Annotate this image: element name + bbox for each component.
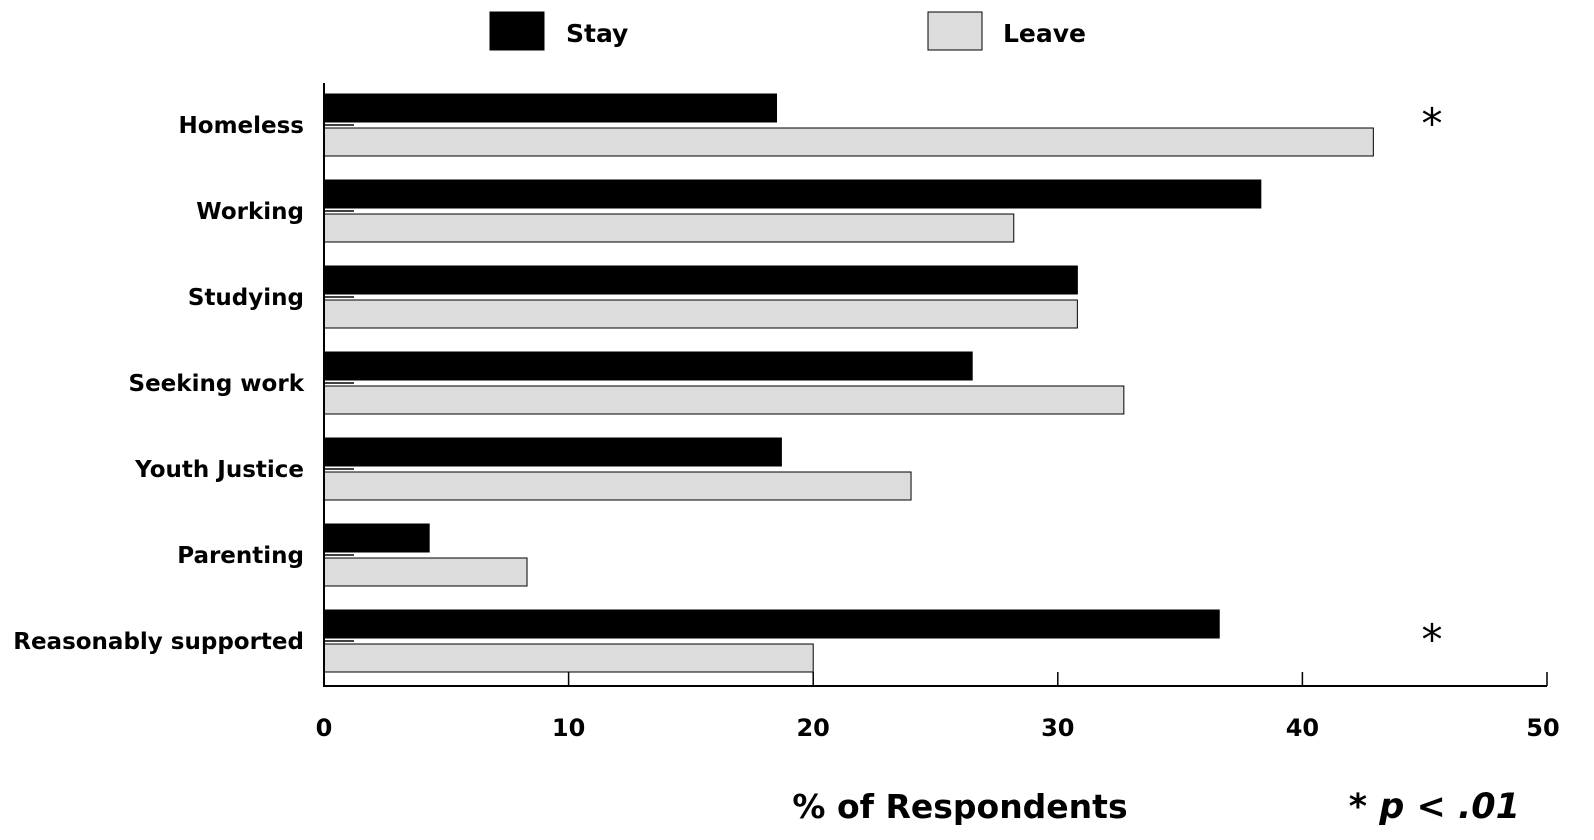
category-label-seeking-work: Seeking work [129, 371, 305, 397]
x-axis-ticks: 0 10 20 30 40 50 [316, 672, 1560, 742]
x-tick-label-20: 20 [796, 714, 829, 742]
legend-swatch-stay [489, 11, 545, 51]
category-label-homeless: Homeless [179, 113, 304, 139]
x-tick-label-10: 10 [552, 714, 585, 742]
significance-markers: ** [1422, 99, 1443, 664]
bar-stay-working [323, 179, 1262, 209]
significance-star-homeless: * [1422, 99, 1443, 148]
category-label-youth-justice: Youth Justice [134, 457, 304, 483]
legend-label-leave: Leave [1003, 19, 1086, 48]
bar-stay-reasonably-supported [323, 609, 1220, 639]
bar-stay-youth-justice [323, 437, 782, 467]
legend-label-stay: Stay [566, 19, 628, 48]
x-tick-label-50: 50 [1526, 714, 1559, 742]
bar-stay-studying [323, 265, 1078, 295]
category-label-working: Working [196, 199, 304, 225]
category-label-reasonably-supported: Reasonably supported [13, 629, 304, 655]
bar-stay-seeking-work [323, 351, 973, 381]
bar-leave-studying [323, 299, 1078, 329]
category-label-parenting: Parenting [177, 543, 304, 569]
significance-star-reasonably-supported: * [1422, 615, 1443, 664]
category-label-studying: Studying [188, 285, 304, 311]
x-axis-title: % of Respondents [792, 787, 1127, 826]
x-tick-label-40: 40 [1286, 714, 1319, 742]
bar-leave-reasonably-supported [323, 643, 814, 673]
x-tick-label-30: 30 [1041, 714, 1074, 742]
bar-leave-parenting [323, 557, 528, 587]
bar-leave-homeless [323, 127, 1374, 157]
category-labels: Homeless Working Studying Seeking work Youth… [13, 113, 304, 655]
bars-group [323, 93, 1374, 673]
bar-stay-parenting [323, 523, 430, 553]
bar-leave-seeking-work [323, 385, 1125, 415]
bar-stay-homeless [323, 93, 778, 123]
bar-leave-youth-justice [323, 471, 912, 501]
legend: Stay Leave [489, 11, 1086, 51]
bar-leave-working [323, 213, 1015, 243]
x-tick-label-0: 0 [316, 714, 333, 742]
significance-note: * p < .01 [1349, 787, 1520, 827]
legend-swatch-leave [927, 11, 983, 51]
